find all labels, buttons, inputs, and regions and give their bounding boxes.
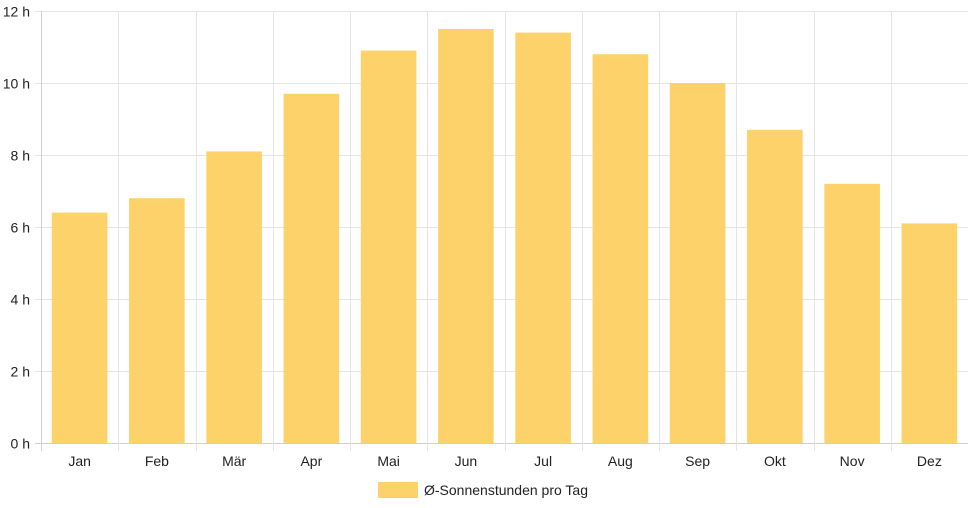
y-tick-label: 12 h bbox=[3, 4, 30, 20]
bar-mär[interactable] bbox=[206, 151, 262, 443]
x-tick-label: Mai bbox=[377, 453, 400, 469]
y-tick-label: 2 h bbox=[11, 364, 30, 380]
bar-dez[interactable] bbox=[901, 223, 958, 443]
grid-layer bbox=[35, 11, 968, 451]
bar-mai[interactable] bbox=[360, 50, 417, 443]
bar-jan[interactable] bbox=[51, 212, 108, 443]
x-tick-label: Sep bbox=[685, 453, 710, 469]
axis-layer: 0 h 2 h 4 h 6 h 8 h 10 h 12 h Jan Feb Mär Apr Mai Ju… bbox=[3, 4, 942, 470]
legend-label: Ø-Sonnenstunden pro Tag bbox=[424, 482, 588, 498]
x-tick-label: Mär bbox=[222, 453, 246, 469]
bar-okt[interactable] bbox=[747, 129, 803, 444]
legend[interactable]: Ø-Sonnenstunden pro Tag bbox=[378, 482, 588, 498]
y-tick-label: 0 h bbox=[11, 436, 30, 452]
bar-apr[interactable] bbox=[283, 93, 340, 444]
x-tick-label: Apr bbox=[300, 453, 322, 469]
bar-layer bbox=[51, 29, 958, 444]
bar-jun[interactable] bbox=[438, 29, 494, 443]
bar-nov[interactable] bbox=[824, 183, 880, 444]
x-tick-label: Nov bbox=[840, 453, 865, 469]
bar-jul[interactable] bbox=[515, 32, 571, 443]
bar-aug[interactable] bbox=[592, 54, 649, 443]
x-tick-label: Okt bbox=[764, 453, 786, 469]
x-tick-label: Dez bbox=[917, 453, 942, 469]
x-tick-label: Jan bbox=[68, 453, 91, 469]
bar-feb[interactable] bbox=[129, 198, 185, 443]
y-tick-label: 8 h bbox=[11, 148, 30, 164]
x-tick-label: Aug bbox=[608, 453, 633, 469]
y-tick-label: 4 h bbox=[11, 292, 30, 308]
x-tick-label: Jun bbox=[455, 453, 478, 469]
y-tick-label: 6 h bbox=[11, 220, 30, 236]
y-tick-label: 10 h bbox=[3, 76, 30, 92]
x-tick-label: Jul bbox=[534, 453, 552, 469]
legend-swatch bbox=[378, 482, 418, 498]
x-tick-label: Feb bbox=[145, 453, 169, 469]
bar-sep[interactable] bbox=[669, 83, 726, 443]
